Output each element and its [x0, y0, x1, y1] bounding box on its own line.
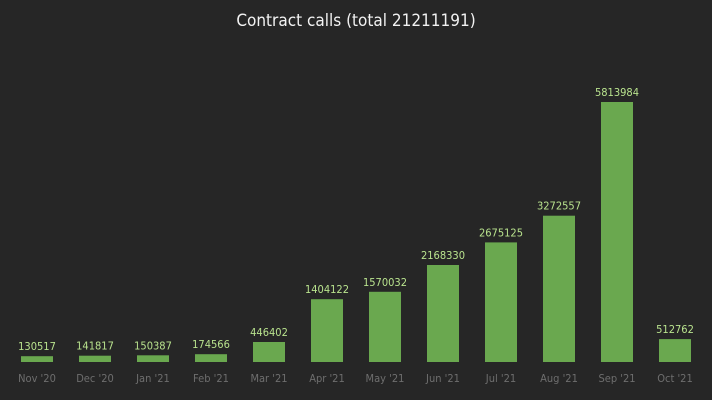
bar-value-label: 2168330: [421, 249, 465, 262]
x-tick-label: Aug '21: [540, 372, 578, 385]
bar: [137, 355, 169, 362]
x-tick-label: Jan '21: [135, 372, 170, 385]
bar-value-label: 141817: [76, 340, 114, 353]
bar: [311, 299, 343, 362]
bar-value-label: 5813984: [595, 86, 639, 99]
bar: [427, 265, 459, 362]
bar: [659, 339, 691, 362]
bar-value-label: 150387: [134, 339, 172, 352]
bar: [79, 355, 111, 362]
bar-value-label: 1570032: [363, 276, 407, 289]
x-tick-label: Feb '21: [193, 372, 229, 385]
x-tick-label: May '21: [366, 372, 405, 385]
bar-value-label: 2675125: [479, 226, 523, 239]
bar: [485, 242, 517, 362]
bar: [21, 356, 53, 362]
bar-value-label: 1404122: [305, 283, 349, 296]
x-tick-label: Jun '21: [425, 372, 460, 385]
x-tick-label: Oct '21: [657, 372, 693, 385]
x-tick-label: Jul '21: [485, 372, 516, 385]
bar-value-label: 3272557: [537, 200, 581, 213]
bar-value-label: 512762: [656, 323, 694, 336]
bar-value-label: 130517: [18, 340, 56, 353]
bar: [253, 342, 285, 362]
bar: [543, 215, 575, 362]
bar: [601, 102, 633, 362]
bar-value-label: 174566: [192, 338, 230, 351]
bar-value-label: 446402: [250, 326, 288, 339]
x-tick-label: Mar '21: [250, 372, 287, 385]
bar: [195, 354, 227, 362]
x-tick-label: Dec '20: [76, 372, 114, 385]
bar: [369, 291, 401, 362]
x-tick-label: Apr '21: [309, 372, 345, 385]
chart-title: Contract calls (total 21211191): [236, 11, 476, 31]
x-tick-label: Nov '20: [18, 372, 56, 385]
x-tick-label: Sep '21: [598, 372, 635, 385]
